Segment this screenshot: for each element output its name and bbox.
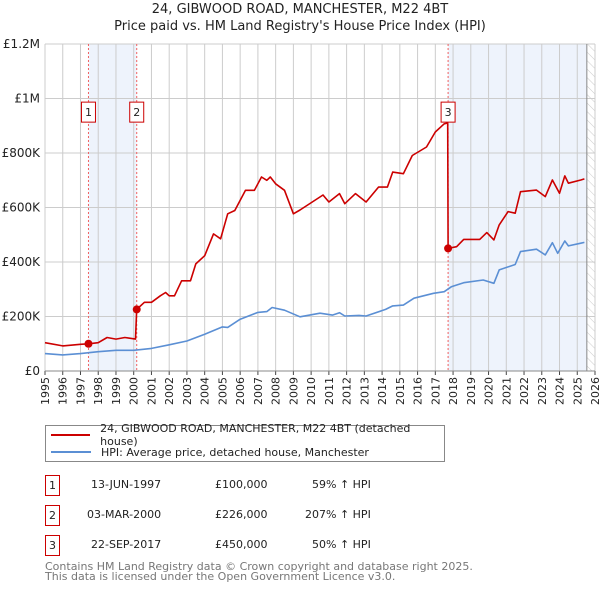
x-tick-label: 2017	[429, 377, 442, 405]
transaction-number: 2	[45, 505, 60, 526]
y-tick-label: £800K	[2, 146, 42, 160]
x-tick-label: 2009	[287, 377, 300, 405]
x-tick-label: 2011	[323, 377, 336, 405]
x-tick-label: 2010	[305, 377, 318, 405]
legend-item-property: 24, GIBWOOD ROAD, MANCHESTER, M22 4BT (d…	[46, 422, 444, 448]
price-chart: 1995 1996 1997 1998 1999 2000 2001 2002 2003 2004…	[2, 37, 600, 405]
y-tick-label: £200K	[2, 310, 42, 324]
y-tick-label: £0	[25, 364, 40, 378]
x-tick-label: 2026	[589, 377, 600, 405]
legend-item-hpi: HPI: Average price, detached house, Manc…	[46, 444, 369, 460]
transaction-date: 03-MAR-2000	[87, 508, 162, 521]
x-tick-label: 2023	[536, 377, 549, 405]
x-tick-label: 2005	[216, 377, 229, 405]
transaction-row: 1 13-JUN-1997 £100,000 59% ↑ HPI	[45, 475, 545, 496]
y-tick-label: £1M	[14, 92, 40, 106]
x-tick-label: 2008	[270, 377, 283, 405]
sale-point	[444, 244, 453, 253]
transaction-hpi: 207% ↑ HPI	[305, 508, 371, 521]
y-tick-label: £1.2M	[3, 37, 40, 51]
footer-copyright: Contains HM Land Registry data © Crown c…	[45, 560, 473, 573]
sale-marker-box	[440, 101, 456, 123]
x-tick-label: 1999	[110, 377, 123, 405]
sale-marker-box	[80, 101, 96, 123]
x-tick-label: 2012	[341, 377, 354, 405]
transaction-date: 22-SEP-2017	[91, 538, 162, 551]
x-tick-label: 1995	[39, 377, 52, 405]
sale-point	[132, 305, 141, 314]
footer-licence: This data is licensed under the Open Gov…	[45, 570, 396, 583]
x-tick-label: 2000	[128, 377, 141, 405]
x-tick-label: 2024	[554, 377, 567, 405]
sale-marker-label: 1	[85, 106, 92, 119]
x-tick-label: 2001	[145, 377, 158, 405]
transaction-row: 2 03-MAR-2000 £226,000 207% ↑ HPI	[45, 505, 545, 526]
x-tick-label: 2015	[394, 377, 407, 405]
property-price-line	[44, 122, 585, 347]
sale-marker-label: 2	[133, 106, 140, 119]
hpi-line	[44, 240, 585, 356]
sale-marker-box	[129, 101, 145, 123]
transaction-price: £100,000	[215, 478, 268, 491]
legend-swatch-property	[51, 434, 91, 436]
y-tick-label: £600K	[2, 201, 42, 215]
chart-title-address: 24, GIBWOOD ROAD, MANCHESTER, M22 4BT	[151, 2, 449, 17]
chart-title-subtitle: Price paid vs. HM Land Registry's House …	[114, 19, 486, 34]
transaction-row: 3 22-SEP-2017 £450,000 50% ↑ HPI	[45, 535, 545, 556]
y-tick-label: £400K	[2, 255, 42, 269]
x-tick-label: 1997	[74, 377, 87, 405]
x-tick-label: 2013	[358, 377, 371, 405]
transaction-hpi: 59% ↑ HPI	[312, 478, 371, 491]
x-tick-label: 2018	[447, 377, 460, 405]
x-tick-label: 2006	[234, 377, 247, 405]
x-tick-label: 2014	[376, 377, 389, 405]
x-tick-label: 2004	[199, 377, 212, 405]
legend-label-property: 24, GIBWOOD ROAD, MANCHESTER, M22 4BT (d…	[100, 422, 411, 448]
transaction-number: 1	[45, 475, 60, 496]
x-tick-label: 1996	[57, 377, 70, 405]
legend-swatch-hpi	[51, 451, 91, 453]
x-tick-label: 2002	[163, 377, 176, 405]
transaction-hpi: 50% ↑ HPI	[312, 538, 371, 551]
x-tick-label: 2016	[412, 377, 425, 405]
x-tick-label: 2003	[181, 377, 194, 405]
x-tick-label: 2019	[465, 377, 478, 405]
x-tick-label: 2022	[518, 377, 531, 405]
legend-label-hpi: HPI: Average price, detached house, Manc…	[101, 445, 369, 459]
transaction-price: £226,000	[215, 508, 268, 521]
sale-point	[84, 339, 93, 348]
sale-marker-label: 3	[445, 106, 452, 119]
transaction-price: £450,000	[215, 538, 268, 551]
x-tick-label: 2021	[500, 377, 513, 405]
x-tick-label: 1998	[92, 377, 105, 405]
x-tick-label: 2025	[571, 377, 584, 405]
transaction-date: 13-JUN-1997	[91, 478, 162, 491]
chart-legend: 24, GIBWOOD ROAD, MANCHESTER, M22 4BT (d…	[45, 422, 445, 462]
transaction-number: 3	[45, 535, 60, 556]
x-tick-label: 2007	[252, 377, 265, 405]
x-tick-label: 2020	[483, 377, 496, 405]
